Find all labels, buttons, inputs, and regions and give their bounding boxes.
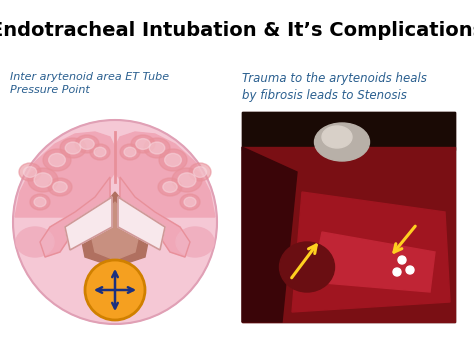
- Ellipse shape: [315, 123, 370, 161]
- Circle shape: [406, 266, 414, 274]
- Circle shape: [85, 260, 145, 320]
- Ellipse shape: [159, 149, 187, 171]
- Ellipse shape: [34, 173, 52, 187]
- Ellipse shape: [16, 227, 54, 257]
- Bar: [242, 112, 455, 150]
- Polygon shape: [312, 232, 435, 292]
- Ellipse shape: [94, 147, 106, 157]
- Ellipse shape: [193, 166, 207, 178]
- Ellipse shape: [189, 163, 211, 181]
- Polygon shape: [40, 177, 110, 257]
- Ellipse shape: [131, 135, 155, 153]
- Polygon shape: [65, 197, 112, 250]
- Ellipse shape: [280, 242, 335, 292]
- Polygon shape: [80, 192, 150, 267]
- Polygon shape: [120, 177, 190, 257]
- Ellipse shape: [158, 178, 182, 196]
- Text: Inter arytenoid area ET Tube
Pressure Point: Inter arytenoid area ET Tube Pressure Po…: [10, 72, 169, 95]
- Ellipse shape: [322, 126, 352, 148]
- Polygon shape: [242, 147, 297, 322]
- Ellipse shape: [176, 227, 214, 257]
- Ellipse shape: [80, 138, 94, 149]
- Circle shape: [398, 256, 406, 264]
- Ellipse shape: [164, 153, 182, 166]
- Ellipse shape: [34, 197, 46, 207]
- Ellipse shape: [90, 144, 110, 160]
- Polygon shape: [292, 192, 450, 312]
- Ellipse shape: [172, 168, 202, 192]
- Ellipse shape: [120, 144, 140, 160]
- Ellipse shape: [48, 178, 72, 196]
- Ellipse shape: [60, 138, 86, 158]
- Ellipse shape: [30, 194, 50, 210]
- Ellipse shape: [163, 182, 177, 192]
- Ellipse shape: [19, 163, 41, 181]
- Ellipse shape: [136, 138, 150, 149]
- Ellipse shape: [144, 138, 170, 158]
- Ellipse shape: [184, 197, 196, 207]
- Ellipse shape: [53, 182, 67, 192]
- Ellipse shape: [49, 153, 65, 166]
- Ellipse shape: [43, 149, 71, 171]
- Ellipse shape: [178, 173, 196, 187]
- Text: Trauma to the arytenoids heals
by fibrosis leads to Stenosis: Trauma to the arytenoids heals by fibros…: [242, 72, 427, 102]
- Bar: [242, 112, 455, 322]
- Polygon shape: [242, 147, 455, 322]
- Ellipse shape: [28, 168, 58, 192]
- Polygon shape: [15, 132, 117, 217]
- Polygon shape: [118, 197, 165, 250]
- Ellipse shape: [149, 142, 165, 154]
- Ellipse shape: [124, 147, 136, 157]
- Ellipse shape: [75, 135, 99, 153]
- Circle shape: [13, 120, 217, 324]
- Ellipse shape: [65, 142, 81, 154]
- Ellipse shape: [23, 166, 36, 178]
- Ellipse shape: [180, 194, 200, 210]
- Polygon shape: [90, 202, 140, 260]
- Circle shape: [393, 268, 401, 276]
- Polygon shape: [113, 132, 215, 217]
- Text: Endotracheal Intubation & It’s Complications: Endotracheal Intubation & It’s Complicat…: [0, 21, 474, 39]
